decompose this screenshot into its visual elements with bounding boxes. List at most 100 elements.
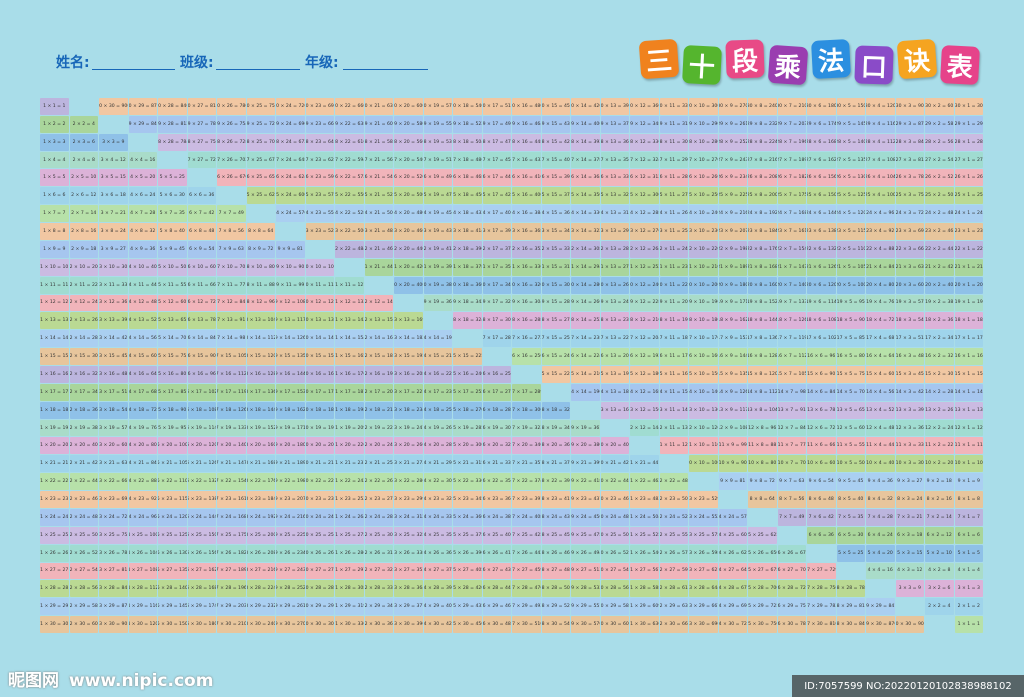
table-cell: 5 × 22 = 110 (158, 473, 187, 491)
table-cell: 19 × 3 = 57 (895, 294, 924, 312)
table-cell: 15 × 21 = 315 (453, 455, 482, 473)
table-cell: 21 × 28 = 588 (630, 580, 659, 598)
table-cell: 20 × 29 = 580 (600, 598, 629, 616)
table-cell: 1 × 1 = 1 (954, 616, 983, 633)
table-cell: 22 × 13 = 286 (600, 240, 629, 258)
table-cell: 24 × 16 = 384 (512, 205, 541, 223)
table-cell: 27 × 26 = 702 (217, 151, 246, 169)
table-cell: 6 × 29 = 174 (187, 598, 216, 616)
table-cell: 4 × 2 = 8 (925, 562, 954, 580)
table-cell: 9 × 1 = 9 (954, 473, 983, 491)
table-cell: 30 × 9 = 270 (718, 98, 747, 115)
table-cell: 25 × 20 = 500 (394, 187, 423, 205)
table-cell: 18 × 1 = 18 (954, 312, 983, 330)
table-cell: 16 × 13 = 208 (600, 348, 629, 365)
table-cell: 7 × 13 = 91 (217, 312, 246, 330)
table-cell: 4 × 21 = 84 (128, 455, 157, 473)
table-cell: 14 × 16 = 224 (423, 366, 452, 383)
table-cell: 9 × 13 = 117 (276, 312, 305, 330)
table-cell: 24 × 5 = 120 (836, 205, 865, 223)
table-cell: 19 × 23 = 437 (571, 491, 600, 508)
table-cell: 20 × 8 = 160 (748, 276, 777, 294)
table-cell: 26 × 5 = 130 (836, 169, 865, 187)
table-cell: 11 × 5 = 55 (836, 437, 865, 455)
title-char: 诀 (896, 38, 938, 80)
table-cell: 20 × 23 = 460 (600, 491, 629, 508)
table-cell: 28 × 21 = 588 (364, 133, 393, 151)
table-cell: 2 × 2 = 4 (69, 115, 98, 133)
table-cell: 5 × 1 = 5 (954, 544, 983, 562)
table-cell: 19 × 30 = 570 (571, 616, 600, 633)
table-cell: 12 × 7 = 84 (777, 419, 806, 437)
table-cell: 29 × 15 = 435 (541, 115, 570, 133)
table-cell: 27 × 9 = 243 (718, 151, 747, 169)
table-cell: 7 × 7 = 49 (777, 508, 806, 526)
table-cell: 20 × 16 = 320 (512, 276, 541, 294)
table-cell: 13 × 6 = 78 (807, 401, 836, 419)
table-cell: 25 × 27 = 675 (748, 562, 777, 580)
table-cell: 5 × 30 = 150 (158, 616, 187, 633)
table-cell: 13 × 14 = 182 (394, 330, 423, 348)
table-cell: 23 × 8 = 184 (748, 223, 777, 240)
table-cell: 23 × 2 = 46 (925, 223, 954, 240)
table-cell: 17 × 13 = 221 (600, 330, 629, 348)
table-cell: 18 × 25 = 450 (541, 526, 570, 544)
table-cell: 11 × 2 = 22 (925, 437, 954, 455)
table-cell: 5 × 14 = 70 (158, 330, 187, 348)
table-cell: 25 × 3 = 75 (895, 187, 924, 205)
table-cell: 24 × 29 = 696 (718, 598, 747, 616)
table-cell: 8 × 8 = 64 (748, 491, 777, 508)
table-cell: 30 × 28 = 840 (158, 98, 187, 115)
table-cell: 14 × 8 = 112 (748, 383, 777, 401)
table-cell: 12 × 12 = 144 (364, 294, 393, 312)
table-cell: 14 × 4 = 56 (866, 383, 895, 401)
table-cell: 16 × 27 = 432 (482, 562, 511, 580)
table-cell: 9 × 7 = 63 (777, 473, 806, 491)
table-cell: 12 × 2 = 24 (925, 419, 954, 437)
table-cell: 3 × 18 = 54 (99, 401, 128, 419)
table-cell: 9 × 14 = 126 (276, 330, 305, 348)
table-cell: 24 × 19 = 456 (423, 205, 452, 223)
table-cell: 23 × 12 = 276 (630, 223, 659, 240)
table-cell: 16 × 15 = 240 (541, 348, 570, 365)
table-cell: 9 × 11 = 99 (276, 276, 305, 294)
table-cell: 4 × 14 = 56 (128, 330, 157, 348)
table-cell: 10 × 30 = 300 (305, 616, 334, 633)
table-cell: 17 × 8 = 136 (748, 330, 777, 348)
table-cell: 9 × 24 = 216 (276, 508, 305, 526)
table-cell: 9 × 9 = 81 (718, 473, 747, 491)
table-cell: 28 × 5 = 140 (836, 133, 865, 151)
table-cell: 1 × 22 = 22 (40, 473, 69, 491)
table-cell: 16 × 16 = 256 (512, 348, 541, 365)
table-cell: 12 × 24 = 288 (364, 508, 393, 526)
table-cell: 20 × 7 = 140 (777, 276, 806, 294)
table-cell: 14 × 17 = 238 (423, 383, 452, 401)
table-cell: 22 × 24 = 528 (659, 508, 688, 526)
table-cell: 18 × 18 = 324 (541, 401, 570, 419)
table-cell: 26 × 16 = 416 (512, 169, 541, 187)
table-cell: 26 × 2 = 52 (925, 169, 954, 187)
table-cell: 8 × 15 = 120 (246, 348, 275, 365)
table-cell: 4 × 23 = 92 (128, 491, 157, 508)
table-cell: 17 × 5 = 85 (836, 330, 865, 348)
table-cell: 18 × 27 = 486 (541, 562, 570, 580)
table-cell: 11 × 30 = 330 (335, 616, 364, 633)
table-cell: 25 × 17 = 425 (482, 187, 511, 205)
table-cell: 24 × 24 = 576 (276, 205, 305, 223)
table-cell: 13 × 11 = 143 (659, 401, 688, 419)
table-cell: 12 × 25 = 300 (364, 526, 393, 544)
table-cell: 26 × 8 = 208 (748, 169, 777, 187)
table-cell: 3 × 11 = 33 (99, 276, 128, 294)
table-cell: 11 × 27 = 297 (335, 562, 364, 580)
table-cell: 10 × 11 = 110 (305, 276, 334, 294)
table-cell: 6 × 2 = 12 (925, 526, 954, 544)
table-cell: 3 × 25 = 75 (99, 526, 128, 544)
table-cell: 8 × 20 = 160 (246, 437, 275, 455)
table-cell: 21 × 1 = 21 (954, 258, 983, 276)
table-cell: 26 × 14 = 364 (571, 169, 600, 187)
table-cell: 11 × 12 = 132 (335, 294, 364, 312)
table-cell: 1 × 30 = 30 (40, 616, 69, 633)
table-cell: 8 × 1 = 8 (954, 491, 983, 508)
table-cell: 9 × 3 = 27 (895, 473, 924, 491)
table-cell: 15 × 15 = 225 (541, 366, 570, 383)
